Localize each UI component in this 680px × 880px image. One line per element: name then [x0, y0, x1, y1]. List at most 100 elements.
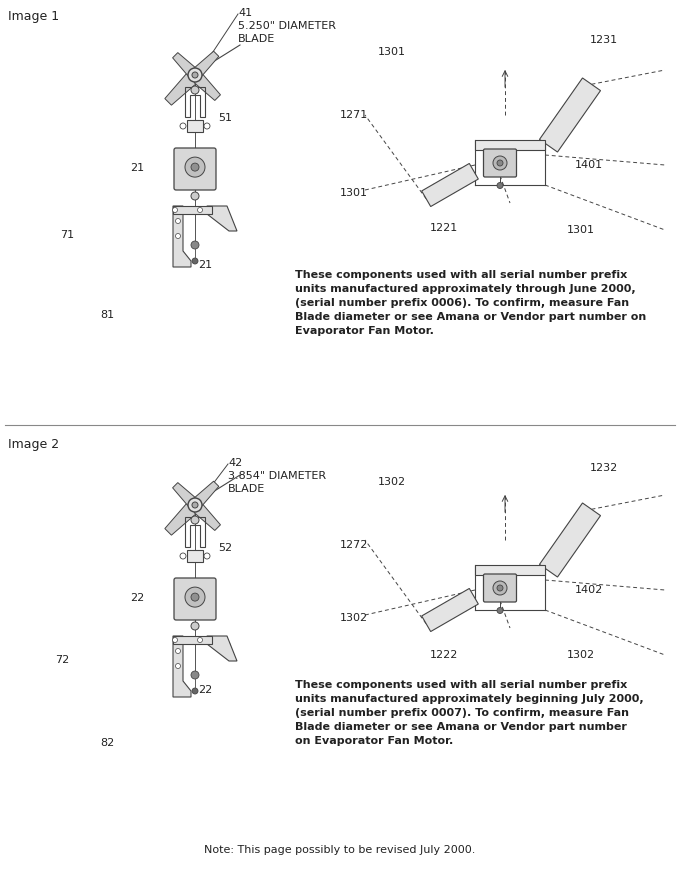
Polygon shape [194, 51, 219, 76]
Circle shape [204, 123, 210, 129]
Polygon shape [194, 481, 219, 505]
Polygon shape [475, 565, 545, 575]
Circle shape [175, 664, 180, 669]
FancyBboxPatch shape [483, 149, 517, 177]
Text: 42
3.854" DIAMETER
BLADE: 42 3.854" DIAMETER BLADE [228, 458, 326, 495]
Polygon shape [194, 504, 220, 531]
Circle shape [197, 637, 203, 642]
Text: 1302: 1302 [340, 613, 368, 623]
Polygon shape [422, 589, 478, 632]
Circle shape [192, 688, 198, 694]
Text: units manufactured approximately through June 2000,: units manufactured approximately through… [295, 284, 636, 294]
Polygon shape [422, 164, 478, 207]
Circle shape [493, 156, 507, 170]
Text: units manufactured approximately beginning July 2000,: units manufactured approximately beginni… [295, 694, 644, 704]
Text: 72: 72 [55, 655, 69, 665]
Polygon shape [539, 78, 600, 152]
Circle shape [173, 208, 177, 212]
FancyBboxPatch shape [174, 148, 216, 190]
Circle shape [175, 649, 180, 654]
Text: Blade diameter or see Amana or Vendor part number: Blade diameter or see Amana or Vendor pa… [295, 722, 627, 732]
Circle shape [188, 68, 202, 82]
Circle shape [180, 123, 186, 129]
Bar [187, 550, 203, 562]
Circle shape [204, 553, 210, 559]
Circle shape [497, 160, 503, 166]
Circle shape [185, 158, 205, 177]
Circle shape [497, 182, 503, 188]
Circle shape [185, 587, 205, 607]
Polygon shape [173, 206, 191, 267]
Bar [187, 120, 203, 132]
Text: 1231: 1231 [590, 35, 618, 45]
Polygon shape [194, 74, 220, 100]
Circle shape [175, 218, 180, 224]
Text: Image 2: Image 2 [8, 438, 59, 451]
Text: 81: 81 [100, 310, 114, 320]
Polygon shape [475, 140, 545, 150]
Circle shape [191, 192, 199, 200]
Circle shape [191, 86, 199, 94]
Text: 71: 71 [60, 230, 74, 240]
Text: 1271: 1271 [340, 110, 369, 120]
Text: (serial number prefix 0007). To confirm, measure Fan: (serial number prefix 0007). To confirm,… [295, 708, 629, 718]
Circle shape [192, 258, 198, 264]
Circle shape [191, 516, 199, 524]
Text: 1222: 1222 [430, 650, 458, 660]
Circle shape [191, 241, 199, 249]
Text: 82: 82 [100, 738, 114, 748]
Text: 1302: 1302 [567, 650, 595, 660]
Text: 22: 22 [130, 593, 144, 603]
Circle shape [173, 637, 177, 642]
Text: 1221: 1221 [430, 223, 458, 233]
Text: 1401: 1401 [575, 160, 603, 170]
Text: 1272: 1272 [340, 540, 369, 550]
Circle shape [180, 553, 186, 559]
Circle shape [191, 622, 199, 630]
Circle shape [191, 671, 199, 679]
Text: 1302: 1302 [378, 477, 406, 487]
Text: 52: 52 [218, 543, 232, 553]
Circle shape [175, 233, 180, 238]
Text: 62: 62 [218, 643, 232, 653]
Text: These components used with all serial number prefix: These components used with all serial nu… [295, 680, 627, 690]
Text: Blade diameter or see Amana or Vendor part number on: Blade diameter or see Amana or Vendor pa… [295, 312, 646, 322]
Polygon shape [207, 636, 237, 661]
Polygon shape [165, 74, 197, 106]
Text: (serial number prefix 0006). To confirm, measure Fan: (serial number prefix 0006). To confirm,… [295, 298, 629, 308]
Text: 1301: 1301 [340, 188, 368, 198]
Circle shape [188, 498, 202, 512]
Text: 21: 21 [130, 163, 144, 173]
Polygon shape [173, 53, 195, 76]
Polygon shape [173, 482, 195, 505]
Circle shape [493, 581, 507, 595]
FancyBboxPatch shape [483, 574, 517, 602]
Text: Note: This page possibly to be revised July 2000.: Note: This page possibly to be revised J… [204, 845, 476, 855]
Text: on Evaporator Fan Motor.: on Evaporator Fan Motor. [295, 736, 454, 746]
Polygon shape [539, 503, 600, 577]
Circle shape [191, 593, 199, 601]
Text: 61: 61 [218, 213, 232, 223]
Circle shape [197, 208, 203, 212]
Circle shape [192, 72, 198, 78]
Circle shape [497, 607, 503, 613]
Circle shape [191, 163, 199, 171]
Text: 1232: 1232 [590, 463, 618, 473]
Text: 1402: 1402 [575, 585, 603, 595]
FancyBboxPatch shape [174, 578, 216, 620]
Circle shape [497, 585, 503, 591]
Circle shape [192, 502, 198, 508]
Text: 22: 22 [198, 685, 212, 695]
Text: Image 1: Image 1 [8, 10, 59, 23]
Text: These components used with all serial number prefix: These components used with all serial nu… [295, 270, 627, 280]
Text: 41
5.250" DIAMETER
BLADE: 41 5.250" DIAMETER BLADE [238, 8, 336, 44]
Text: 1301: 1301 [378, 47, 406, 57]
Text: 21: 21 [198, 260, 212, 270]
Text: Evaporator Fan Motor.: Evaporator Fan Motor. [295, 326, 434, 336]
Polygon shape [207, 206, 237, 231]
Polygon shape [173, 636, 212, 644]
Text: 1301: 1301 [567, 225, 595, 235]
Polygon shape [165, 503, 197, 535]
Text: 51: 51 [218, 113, 232, 123]
Polygon shape [173, 636, 191, 697]
